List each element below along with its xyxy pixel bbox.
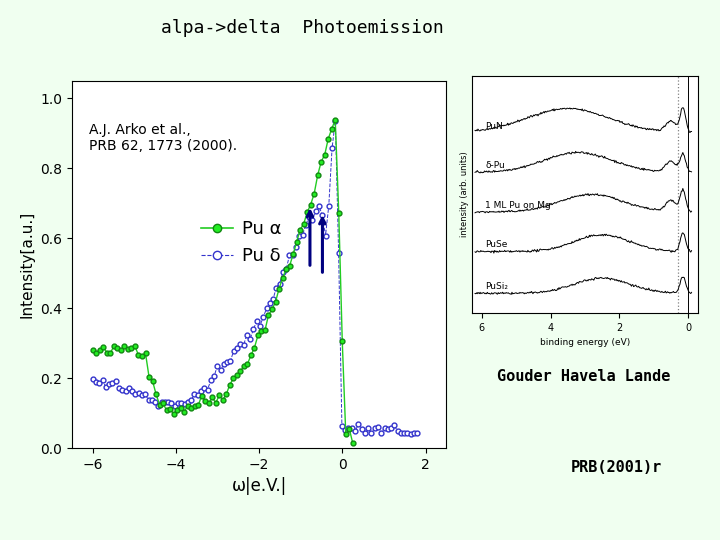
Pu δ xyxy=(400,430,408,436)
Pu α xyxy=(320,152,329,158)
Pu α xyxy=(296,226,305,233)
Text: PuSe: PuSe xyxy=(485,240,508,249)
Text: 1 ML Pu on Mg: 1 ML Pu on Mg xyxy=(485,201,551,210)
X-axis label: ω|e.V.|: ω|e.V.| xyxy=(232,477,287,496)
Text: PuSi₂: PuSi₂ xyxy=(485,282,508,291)
Text: PRB(2001)r: PRB(2001)r xyxy=(570,460,662,475)
Pu δ xyxy=(406,431,415,437)
Pu α xyxy=(89,347,97,354)
Pu δ xyxy=(413,430,422,437)
Pu α xyxy=(285,263,294,269)
Y-axis label: intensity (arb. units): intensity (arb. units) xyxy=(460,152,469,237)
Text: alpa->delta  Photoemission: alpa->delta Photoemission xyxy=(161,19,444,37)
Pu δ xyxy=(331,117,340,124)
Y-axis label: Intensity[a.u.]: Intensity[a.u.] xyxy=(19,211,35,318)
Text: Gouder Havela Lande: Gouder Havela Lande xyxy=(497,369,670,384)
Pu α xyxy=(109,343,118,349)
Text: A.J. Arko et al.,
PRB 62, 1773 (2000).: A.J. Arko et al., PRB 62, 1773 (2000). xyxy=(89,123,237,153)
Line: Pu δ: Pu δ xyxy=(91,118,420,437)
Legend: Pu α, Pu δ: Pu α, Pu δ xyxy=(194,213,289,272)
Text: δ-Pu: δ-Pu xyxy=(485,161,505,170)
Line: Pu α: Pu α xyxy=(91,117,355,446)
Text: PuN: PuN xyxy=(485,122,503,131)
Pu δ xyxy=(164,399,173,406)
X-axis label: binding energy (eV): binding energy (eV) xyxy=(540,339,630,347)
Pu α xyxy=(348,440,357,447)
Pu δ xyxy=(89,376,97,383)
Pu α xyxy=(303,209,312,215)
Pu α xyxy=(292,239,301,245)
Pu δ xyxy=(256,322,264,329)
Pu δ xyxy=(150,399,159,406)
Pu δ xyxy=(390,422,399,429)
Pu δ xyxy=(282,266,290,273)
Pu α xyxy=(331,117,340,123)
